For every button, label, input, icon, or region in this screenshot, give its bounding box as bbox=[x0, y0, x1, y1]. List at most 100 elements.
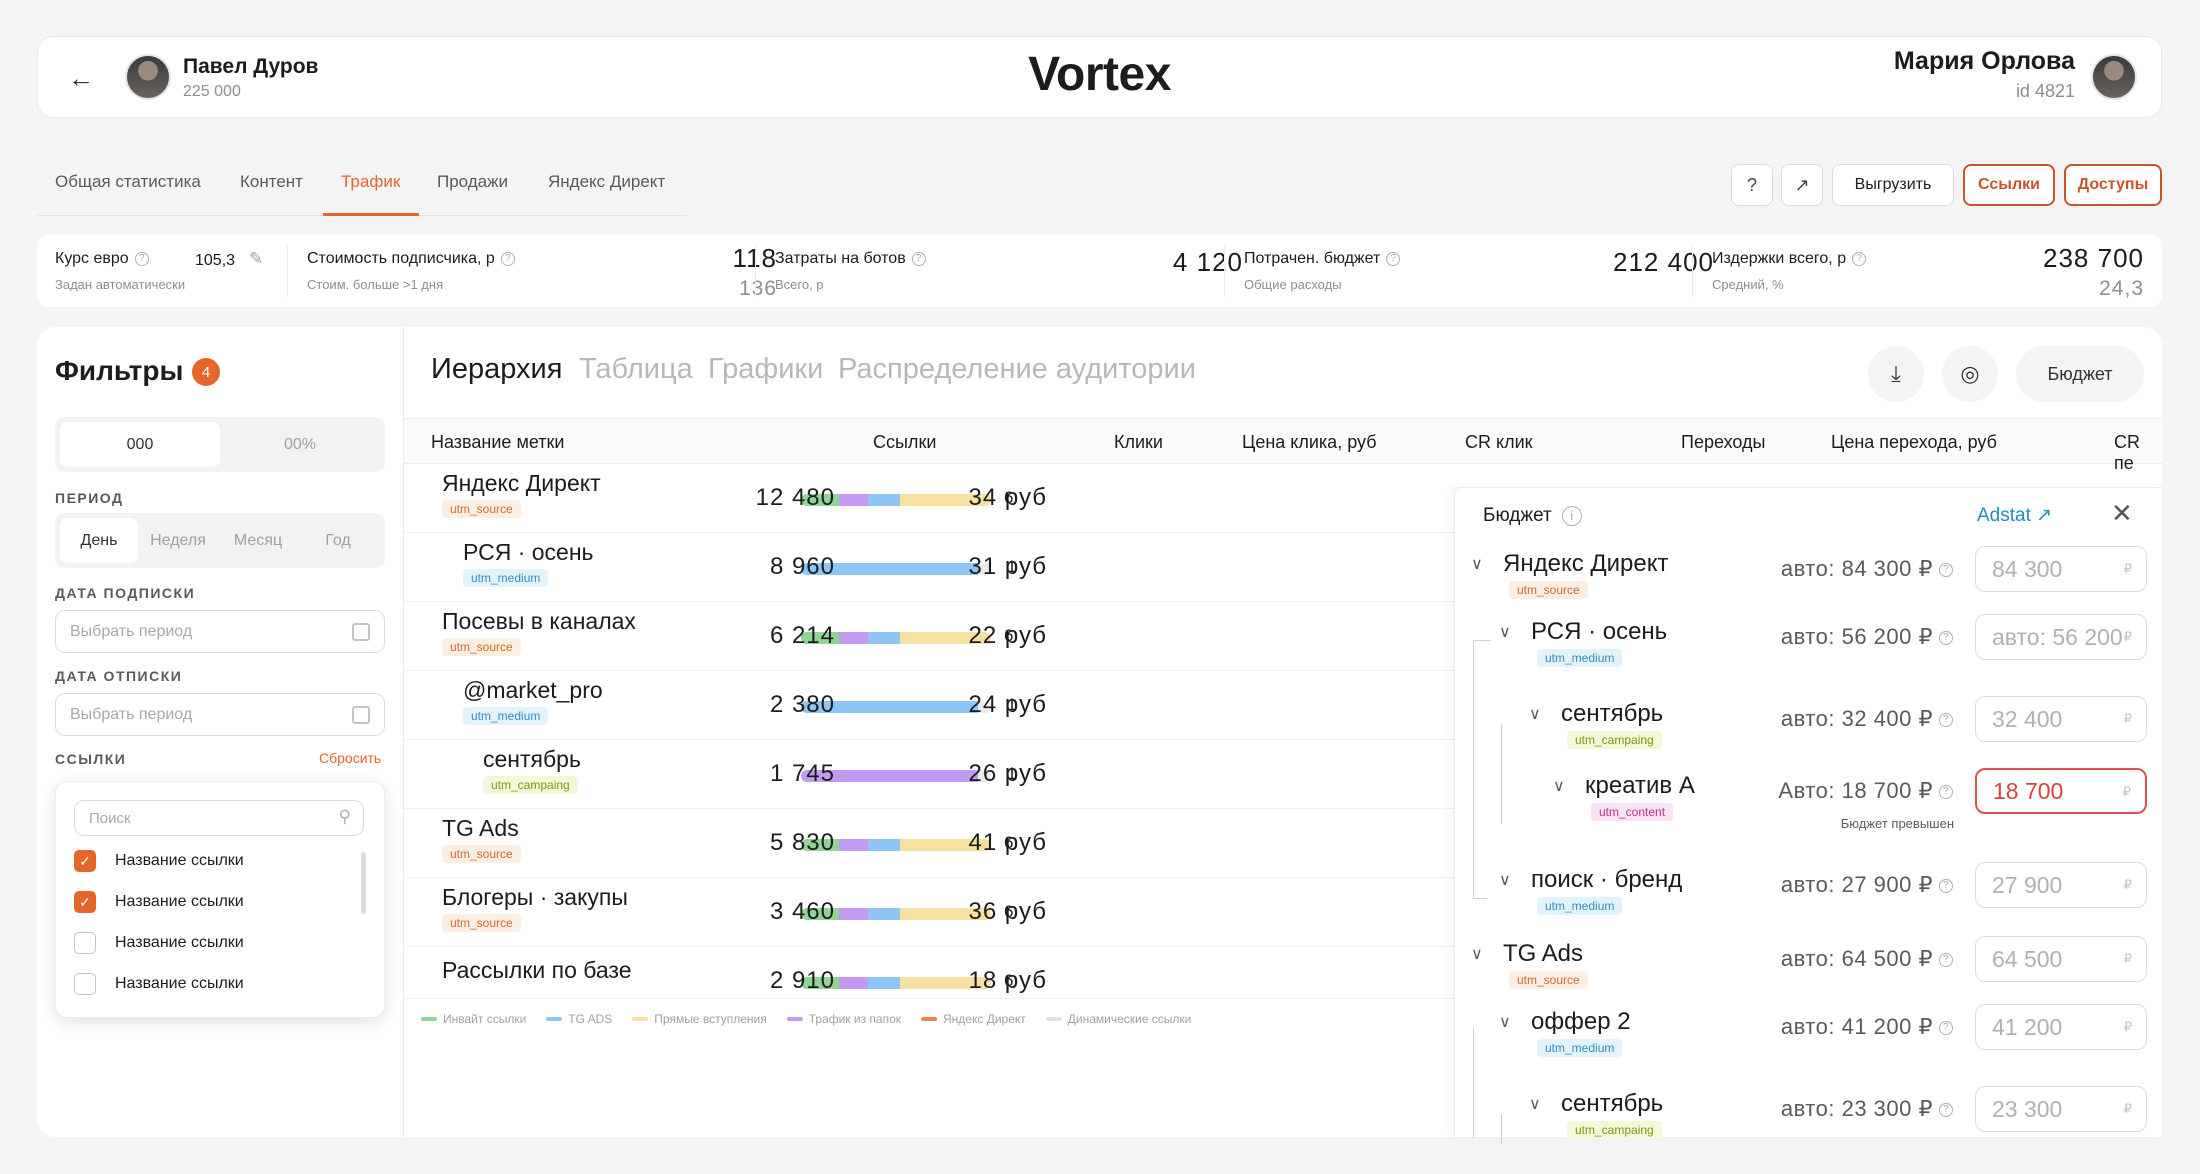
link-checkbox[interactable] bbox=[74, 973, 96, 995]
view-audience[interactable]: Распределение аудитории bbox=[838, 353, 1196, 385]
info-icon[interactable]: ? bbox=[1939, 879, 1953, 894]
tab-traffic[interactable]: Трафик bbox=[341, 172, 401, 191]
col-transitions[interactable]: Переходы bbox=[1681, 432, 1766, 452]
period-day[interactable]: День bbox=[60, 518, 138, 563]
view-hierarchy[interactable]: Иерархия bbox=[431, 353, 563, 385]
filters-divider bbox=[403, 327, 404, 1137]
sub-date-field[interactable]: Выбрать период bbox=[55, 610, 385, 653]
download-icon[interactable]: ⤓ bbox=[1868, 346, 1924, 402]
link-option-label[interactable]: Название ссылки bbox=[115, 893, 244, 910]
legend-item: Яндекс Директ bbox=[921, 1012, 1026, 1026]
table-row[interactable]: @market_pro utm_medium 1 2 380 24 руб bbox=[404, 671, 1454, 740]
bar-segment bbox=[801, 908, 839, 920]
info-icon[interactable]: ? bbox=[1939, 953, 1953, 968]
info-icon[interactable]: ? bbox=[1939, 1021, 1953, 1036]
info-icon[interactable]: ? bbox=[1939, 1103, 1953, 1118]
share-icon[interactable]: ↗ bbox=[1781, 164, 1823, 206]
chevron-down-icon[interactable]: ∨ bbox=[1529, 706, 1541, 723]
view-charts[interactable]: Графики bbox=[708, 353, 824, 385]
export-button[interactable]: Выгрузить bbox=[1832, 164, 1954, 206]
stat-euro-label: Курс евро bbox=[55, 250, 129, 267]
chevron-down-icon[interactable]: ∨ bbox=[1499, 624, 1511, 641]
info-icon[interactable]: ? bbox=[1939, 631, 1953, 646]
col-name[interactable]: Название метки bbox=[431, 432, 565, 452]
help-icon[interactable]: ? bbox=[1731, 164, 1773, 206]
access-button[interactable]: Доступы bbox=[2064, 164, 2162, 206]
info-icon[interactable]: ? bbox=[911, 251, 926, 266]
adstat-link[interactable]: Adstat ↗ bbox=[1977, 504, 2052, 527]
budget-input[interactable]: авто: 56 200 ₽ bbox=[1975, 614, 2147, 660]
avatar-right[interactable] bbox=[2091, 54, 2137, 100]
period-year[interactable]: Год bbox=[325, 531, 351, 549]
table-row[interactable]: РСЯ · осень utm_medium 1 8 960 31 руб bbox=[404, 533, 1454, 602]
tab-yandex-direct[interactable]: Яндекс Директ bbox=[548, 172, 666, 191]
col-cr-click[interactable]: CR клик bbox=[1465, 432, 1533, 452]
budget-input[interactable]: 18 700 ₽ bbox=[1975, 768, 2147, 814]
info-icon[interactable]: ? bbox=[1386, 251, 1401, 266]
chevron-down-icon[interactable]: ∨ bbox=[1529, 1096, 1541, 1113]
tab-content[interactable]: Контент bbox=[240, 172, 303, 191]
stat-euro-value[interactable]: 105,3 bbox=[195, 252, 236, 269]
table-row[interactable]: Посевы в каналах utm_source 6 6 214 22 р… bbox=[404, 602, 1454, 671]
info-icon[interactable]: ? bbox=[1939, 713, 1953, 728]
col-links[interactable]: Ссылки bbox=[873, 432, 937, 452]
link-checkbox[interactable] bbox=[74, 932, 96, 954]
links-button[interactable]: Ссылки bbox=[1963, 164, 2055, 206]
chevron-down-icon[interactable]: ∨ bbox=[1471, 946, 1483, 963]
chevron-down-icon[interactable]: ∨ bbox=[1499, 872, 1511, 889]
legend-item: Трафик из папок bbox=[786, 1012, 901, 1026]
budget-input[interactable]: 64 500 ₽ bbox=[1975, 936, 2147, 982]
period-month[interactable]: Месяц bbox=[233, 531, 283, 549]
info-icon[interactable]: ? bbox=[1939, 785, 1953, 800]
avatar-left[interactable] bbox=[125, 54, 171, 100]
link-checkbox[interactable]: ✓ bbox=[74, 891, 96, 913]
budget-input[interactable]: 27 900 ₽ bbox=[1975, 862, 2147, 908]
legend-item: Динамические ссылки bbox=[1045, 1012, 1191, 1026]
tab-sales[interactable]: Продажи bbox=[437, 172, 508, 191]
budget-input[interactable]: 41 200 ₽ bbox=[1975, 1004, 2147, 1050]
segment-percent[interactable]: 00% bbox=[283, 435, 317, 453]
link-option-label[interactable]: Название ссылки bbox=[115, 852, 244, 869]
info-icon[interactable]: ? bbox=[1852, 251, 1867, 266]
table-row[interactable]: Яндекс Директ utm_source 6 12 480 34 руб bbox=[404, 464, 1454, 533]
info-icon[interactable]: ? bbox=[1939, 563, 1953, 578]
col-transition-price[interactable]: Цена перехода, руб bbox=[1831, 432, 1997, 452]
search-icon: ⚲ bbox=[338, 807, 351, 826]
link-checkbox[interactable]: ✓ bbox=[74, 850, 96, 872]
segment-absolute[interactable]: 000 bbox=[60, 422, 220, 467]
budget-input[interactable]: 23 300 ₽ bbox=[1975, 1086, 2147, 1132]
budget-button[interactable]: Бюджет bbox=[2016, 346, 2144, 402]
edit-pencil-icon[interactable]: ✎ bbox=[249, 249, 264, 268]
budget-input[interactable]: 84 300 ₽ bbox=[1975, 546, 2147, 592]
close-icon[interactable]: ✕ bbox=[2111, 498, 2133, 528]
dropdown-scrollbar[interactable] bbox=[361, 852, 366, 914]
chevron-down-icon[interactable]: ∨ bbox=[1553, 778, 1565, 795]
stat-budget-label: Потрачен. бюджет bbox=[1244, 250, 1381, 267]
info-icon[interactable]: ? bbox=[134, 251, 149, 266]
budget-input[interactable]: 32 400 ₽ bbox=[1975, 696, 2147, 742]
tab-general-stats[interactable]: Общая статистика bbox=[55, 172, 201, 191]
table-row[interactable]: Блогеры · закупы utm_source 6 3 460 36 р… bbox=[404, 878, 1454, 947]
link-option-label[interactable]: Название ссылки bbox=[115, 934, 244, 951]
chevron-down-icon[interactable]: ∨ bbox=[1499, 1014, 1511, 1031]
chevron-down-icon[interactable]: ∨ bbox=[1471, 556, 1483, 573]
table-row[interactable]: TG Ads utm_source 6 5 830 41 руб bbox=[404, 809, 1454, 878]
stat-bots-value: 4 120 bbox=[1172, 247, 1243, 277]
budget-auto-value: авто: 23 300 ₽? bbox=[1781, 1096, 1953, 1122]
table-row[interactable]: Рассылки по базе 6 2 910 18 руб bbox=[404, 947, 1454, 999]
links-search-input[interactable]: Поиск ⚲ bbox=[74, 800, 364, 836]
view-table[interactable]: Таблица bbox=[579, 353, 693, 385]
info-icon[interactable]: ? bbox=[500, 251, 515, 266]
period-week[interactable]: Неделя bbox=[150, 531, 206, 549]
link-option-label[interactable]: Название ссылки bbox=[115, 975, 244, 992]
col-click-price[interactable]: Цена клика, руб bbox=[1242, 432, 1377, 452]
col-cr-transition[interactable]: CR пе bbox=[2114, 432, 2140, 473]
col-clicks[interactable]: Клики bbox=[1114, 432, 1163, 452]
unsub-date-field[interactable]: Выбрать период bbox=[55, 693, 385, 736]
info-icon[interactable]: i bbox=[1561, 505, 1582, 526]
reset-links-button[interactable]: Сбросить bbox=[319, 750, 382, 766]
settings-icon[interactable]: ◎ bbox=[1942, 346, 1998, 402]
table-row[interactable]: сентябрь utm_campaing 1 1 745 26 руб bbox=[404, 740, 1454, 809]
legend-label: Яндекс Директ bbox=[943, 1012, 1026, 1026]
back-arrow-icon[interactable]: ← bbox=[68, 62, 94, 93]
